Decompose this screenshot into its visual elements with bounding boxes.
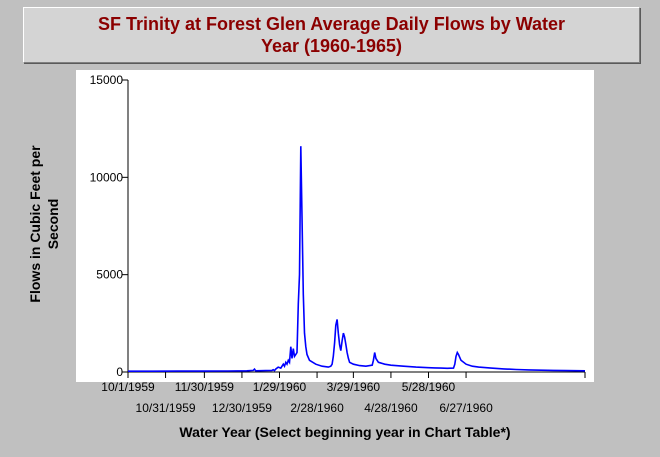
y-axis: 0 5000 10000 15000	[90, 73, 129, 379]
x-tick-label: 2/28/1960	[290, 401, 344, 415]
series-line-flow[interactable]	[128, 146, 586, 372]
x-tick-label: 10/1/1959	[101, 380, 155, 394]
y-tick-label: 10000	[90, 170, 124, 184]
x-tick-label: 12/30/1959	[212, 401, 272, 415]
x-tick-label: 11/30/1959	[175, 380, 234, 394]
x-tick-label: 4/28/1960	[364, 401, 418, 415]
y-axis-title-line-1: Flows in Cubic Feet per	[27, 145, 43, 303]
x-tick-label: 5/28/1960	[402, 380, 456, 394]
x-tick-label: 1/29/1960	[253, 380, 307, 394]
x-axis: 10/1/1959 11/30/1959 1/29/1960 3/29/1960 5/2…	[101, 371, 586, 415]
y-tick-label: 15000	[90, 73, 124, 87]
chart-title-line-1: SF Trinity at Forest Glen Average Daily …	[97, 14, 566, 34]
chart-title-line-2: Year (1960-1965)	[260, 36, 403, 56]
x-tick-label: 6/27/1960	[439, 401, 493, 415]
x-tick-label: 3/29/1960	[327, 380, 381, 394]
y-tick-label: 0	[116, 365, 123, 379]
y-tick-label: 5000	[96, 268, 123, 282]
y-axis-title-line-2: Second	[45, 199, 61, 250]
chart-title-box: SF Trinity at Forest Glen Average Daily …	[23, 7, 640, 63]
x-tick-label: 10/31/1959	[136, 401, 196, 415]
x-axis-title: Water Year (Select beginning year in Cha…	[179, 424, 510, 440]
